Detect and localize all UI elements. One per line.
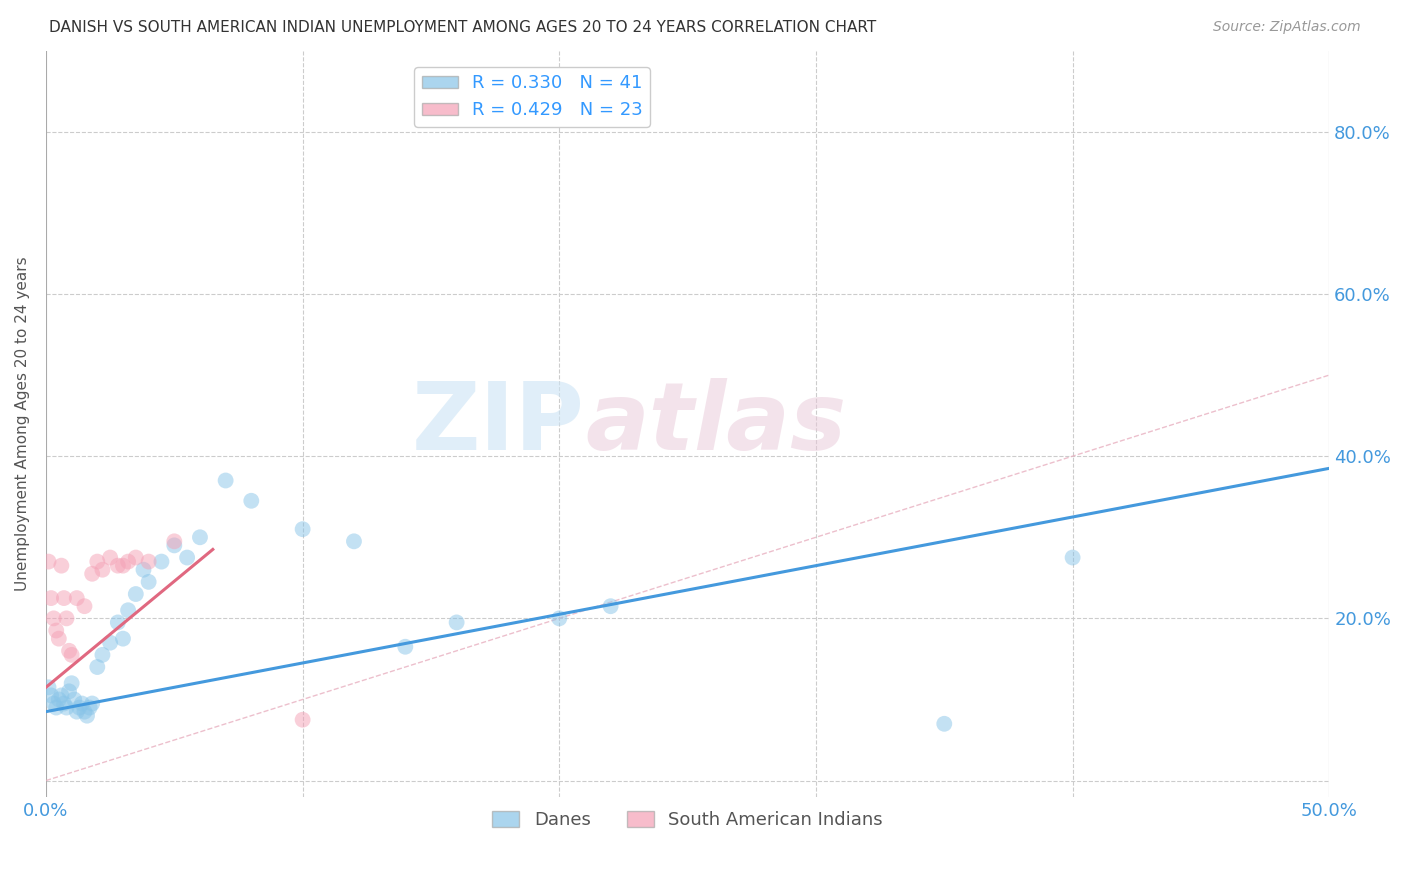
Point (73, 705, 96, 719)
Point (188, 530, 211, 544)
Point (51, 689, 73, 703)
Point (446, 615, 468, 630)
Point (111, 632, 134, 646)
Point (45, 624, 67, 638)
Point (76, 708, 98, 723)
Point (91, 563, 114, 577)
Point (98, 636, 121, 650)
Point (39, 591, 62, 606)
Point (38, 555, 60, 569)
Point (150, 555, 173, 569)
Point (91, 648, 114, 662)
Point (38, 681, 60, 695)
Point (117, 603, 139, 617)
Point (67, 700, 90, 714)
Point (138, 555, 160, 569)
Text: ZIP: ZIP (412, 377, 585, 470)
Text: DANISH VS SOUTH AMERICAN INDIAN UNEMPLOYMENT AMONG AGES 20 TO 24 YEARS CORRELATI: DANISH VS SOUTH AMERICAN INDIAN UNEMPLOY… (49, 20, 876, 35)
Point (82, 566, 104, 581)
Point (58, 684, 80, 698)
Text: atlas: atlas (585, 377, 846, 470)
Point (51, 558, 73, 573)
Point (163, 538, 186, 552)
Point (394, 640, 416, 654)
Point (176, 550, 198, 565)
Point (117, 555, 139, 569)
Point (934, 716, 956, 731)
Point (58, 644, 80, 658)
Point (599, 599, 621, 614)
Point (70, 697, 93, 711)
Point (52, 697, 75, 711)
Point (82, 697, 104, 711)
Point (548, 611, 571, 625)
Point (63, 692, 86, 706)
Point (42, 611, 65, 625)
Point (291, 713, 314, 727)
Point (45, 700, 67, 714)
Point (39, 689, 62, 703)
Point (125, 587, 148, 601)
Point (125, 550, 148, 565)
Point (86, 660, 108, 674)
Point (79, 700, 101, 714)
Point (132, 563, 155, 577)
Point (55, 700, 77, 714)
Point (60, 648, 83, 662)
Point (48, 632, 70, 646)
Point (73, 599, 96, 614)
Point (107, 615, 129, 630)
Point (214, 474, 236, 488)
Text: Source: ZipAtlas.com: Source: ZipAtlas.com (1213, 20, 1361, 34)
Point (42, 697, 65, 711)
Point (138, 574, 160, 589)
Point (98, 550, 121, 565)
Point (60, 676, 83, 690)
Point (111, 558, 134, 573)
Point (240, 493, 263, 508)
Point (66, 705, 89, 719)
Point (86, 555, 108, 569)
Y-axis label: Unemployment Among Ages 20 to 24 years: Unemployment Among Ages 20 to 24 years (15, 256, 30, 591)
Point (48, 692, 70, 706)
Point (55, 611, 77, 625)
Point (343, 534, 366, 549)
Point (52, 591, 75, 606)
Point (66, 591, 89, 606)
Legend: Danes, South American Indians: Danes, South American Indians (485, 804, 890, 837)
Point (163, 534, 186, 549)
Point (291, 522, 314, 536)
Point (1062, 550, 1084, 565)
Point (107, 558, 129, 573)
